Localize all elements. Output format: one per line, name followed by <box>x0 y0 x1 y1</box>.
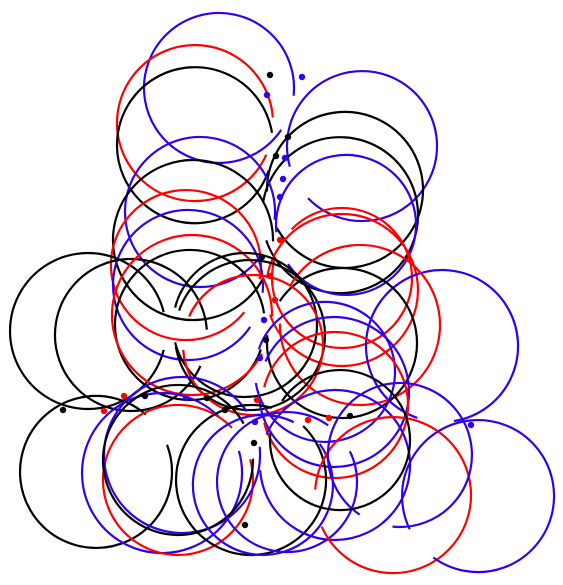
center-dot-0 <box>266 71 274 79</box>
center-dot-9 <box>258 253 266 261</box>
open-circle-arc-16 <box>8 251 165 411</box>
center-dot-25 <box>346 412 354 420</box>
center-dot-21 <box>221 406 229 414</box>
center-dot-17 <box>120 392 128 400</box>
open-circle-arc-33 <box>215 411 359 554</box>
center-dot-4 <box>272 152 280 160</box>
open-circle-arc-0 <box>142 11 296 165</box>
open-circle-arc-15 <box>265 266 419 420</box>
open-circle-arc-32 <box>191 413 334 557</box>
open-circle-arc-3 <box>285 70 439 223</box>
open-circle-arc-1 <box>115 43 274 203</box>
center-dot-26 <box>251 418 259 426</box>
center-dot-14 <box>256 354 264 362</box>
open-circle-arc-31 <box>175 403 328 557</box>
open-circle-arc-34 <box>259 388 412 542</box>
open-circle-arc-4 <box>265 110 425 269</box>
center-dot-11 <box>271 296 279 304</box>
open-circle-arc-36 <box>400 419 556 574</box>
center-dot-24 <box>325 414 333 422</box>
open-circle-arc-25 <box>263 330 410 480</box>
center-dot-5 <box>281 154 289 162</box>
center-dot-13 <box>262 336 270 344</box>
center-dot-12 <box>260 316 268 324</box>
open-circle-arc-13 <box>364 268 520 423</box>
open-circle-arc-7 <box>123 135 277 289</box>
open-circle-arc-6 <box>274 153 418 297</box>
open-circle-arc-38 <box>268 368 412 512</box>
center-dot-18 <box>141 392 149 400</box>
open-circle-arc-26 <box>18 394 174 549</box>
center-dot-8 <box>276 236 284 244</box>
open-circle-arc-29 <box>102 375 262 535</box>
open-circle-arc-20 <box>174 251 319 399</box>
open-circle-arc-17 <box>53 257 208 413</box>
center-dot-6 <box>279 175 287 183</box>
center-dot-27 <box>250 439 258 447</box>
center-dot-3 <box>284 133 292 141</box>
open-circle-arc-22 <box>182 273 325 417</box>
center-dot-23 <box>304 416 312 424</box>
open-circle-arc-12 <box>265 212 420 368</box>
center-dot-20 <box>203 394 211 402</box>
center-dot-19 <box>182 394 190 402</box>
open-circle-arc-23 <box>254 300 397 443</box>
open-circle-arc-11 <box>270 206 414 350</box>
center-dot-2 <box>263 91 271 99</box>
open-circle-arc-35 <box>314 415 473 575</box>
center-dot-15 <box>59 406 67 414</box>
center-dot-7 <box>276 193 284 201</box>
center-dot-10 <box>266 272 274 280</box>
open-circle-arc-9 <box>109 189 263 342</box>
center-dot-1 <box>298 73 306 81</box>
open-circle-arc-30 <box>101 383 255 537</box>
open-circle-arc-5 <box>261 136 420 295</box>
center-dot-22 <box>253 396 261 404</box>
open-circle-arc-28 <box>101 403 255 556</box>
center-dot-29 <box>241 521 249 529</box>
open-circle-arc-37 <box>326 381 474 529</box>
center-dot-16 <box>100 407 108 415</box>
open-circle-arc-21 <box>174 258 327 412</box>
center-dot-28 <box>467 421 475 429</box>
open-circle-arc-2 <box>115 66 274 225</box>
